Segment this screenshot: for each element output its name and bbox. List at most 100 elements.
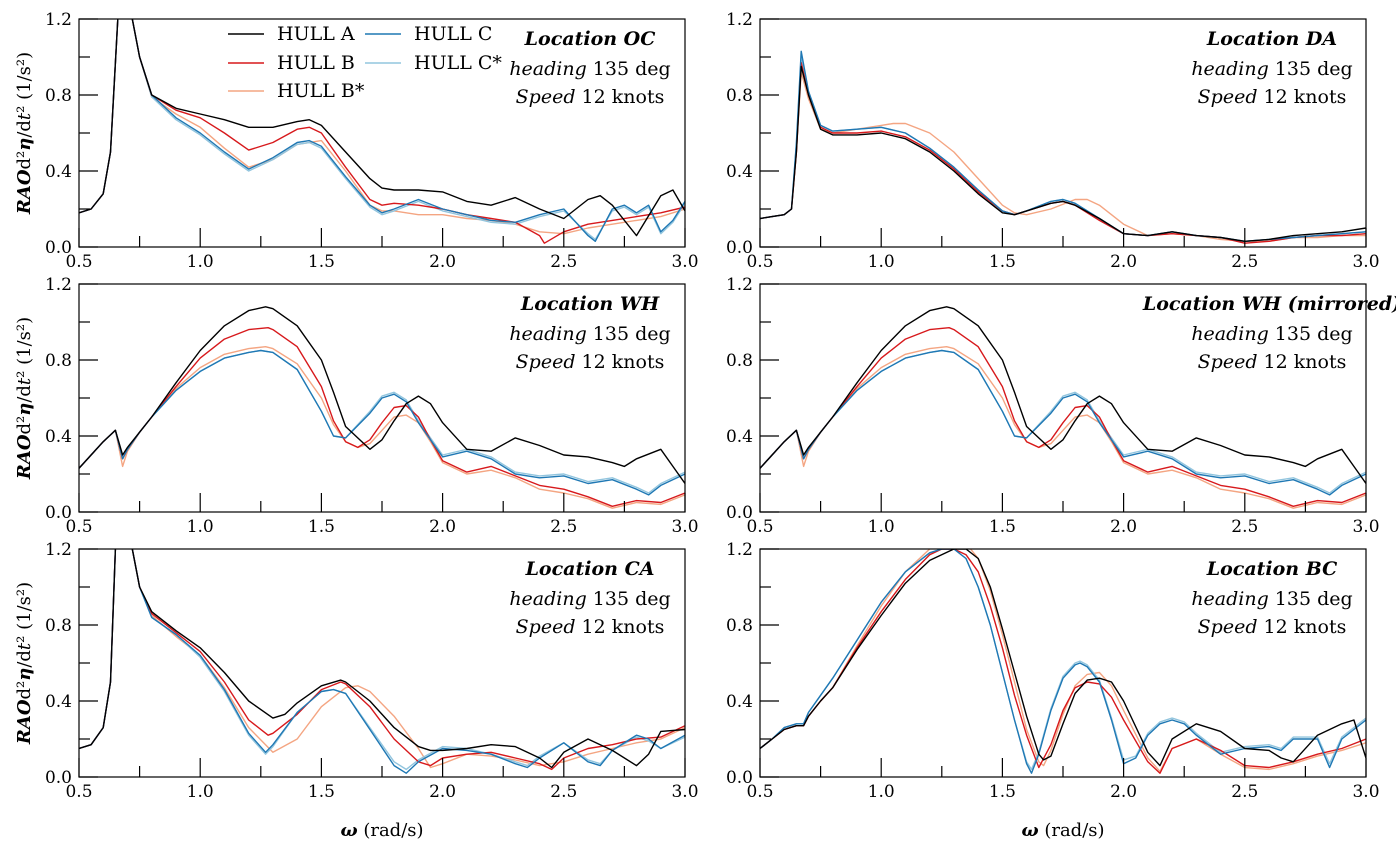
- y-axis-label: RAOd²η/dt² (1/s²): [14, 582, 35, 745]
- x-tick-label: 3.0: [1352, 252, 1379, 272]
- x-tick-label: 1.5: [989, 252, 1016, 272]
- series-line-hull-b: [79, 549, 685, 771]
- series-line-hull-a: [79, 19, 685, 237]
- x-tick-label: 1.5: [989, 517, 1016, 537]
- x-tick-label: 3.0: [1352, 782, 1379, 802]
- legend-item: HULL C*: [365, 52, 502, 74]
- panel-6: 0.5 1.0 1.5 2.0 2.5 3.0 0.0 0.4 0.8 1.2 Location B…: [726, 540, 1380, 841]
- x-tick-label: 2.5: [1231, 252, 1258, 272]
- series-group: [79, 19, 685, 244]
- legend: HULL A HULL B HULL B* HULL C HULL C*: [228, 23, 502, 102]
- x-tick-label: 1.5: [308, 252, 335, 272]
- x-tick-label: 2.5: [550, 782, 577, 802]
- x-tick-label: 1.0: [187, 252, 214, 272]
- x-tick-label: 2.0: [429, 782, 456, 802]
- panel-annotation: Speed 12 knots: [1198, 616, 1347, 638]
- y-tick-label: 0.0: [726, 503, 753, 523]
- panel-4: 0.5 1.0 1.5 2.0 2.5 3.0 0.0 0.4 0.8 1.2 Location W…: [726, 275, 1396, 537]
- y-axis-label: RAOd²η/dt² (1/s²): [14, 52, 35, 215]
- panel-title: Location CA: [525, 558, 655, 580]
- y-tick-label: 0.0: [45, 503, 72, 523]
- x-tick-label: 0.5: [65, 517, 92, 537]
- x-tick-label: 1.0: [868, 782, 895, 802]
- series-group: [760, 306, 1366, 509]
- panel-3: 0.5 1.0 1.5 2.0 2.5 3.0 0.0 0.4 0.8 1.2 Location W…: [14, 275, 699, 537]
- x-tick-label: 2.0: [1110, 517, 1137, 537]
- y-tick-label: 0.8: [726, 616, 753, 636]
- x-tick-label: 1.0: [187, 782, 214, 802]
- panel-title: Location BC: [1206, 558, 1338, 580]
- y-tick-label: 0.0: [45, 768, 72, 788]
- y-tick-label: 0.0: [45, 238, 72, 258]
- y-tick-label: 0.4: [45, 427, 72, 447]
- x-tick-label: 3.0: [1352, 517, 1379, 537]
- series-line-hull-b-star: [79, 549, 685, 769]
- y-tick-label: 1.2: [45, 10, 72, 30]
- series-line-hull-c: [79, 549, 685, 774]
- panel-annotation: Speed 12 knots: [516, 351, 665, 373]
- legend-label: HULL C*: [414, 52, 502, 74]
- x-tick-label: 1.5: [989, 782, 1016, 802]
- y-tick-label: 1.2: [726, 275, 753, 295]
- series-line-hull-b: [79, 19, 685, 244]
- legend-item: HULL C: [365, 23, 492, 45]
- x-tick-label: 3.0: [671, 517, 698, 537]
- x-tick-label: 0.5: [746, 782, 773, 802]
- panel-title: Location OC: [524, 28, 656, 50]
- panel-annotation: Speed 12 knots: [516, 616, 665, 638]
- y-tick-label: 1.2: [726, 540, 753, 560]
- series-line-hull-a: [79, 549, 685, 769]
- series-line-hull-a: [760, 65, 1366, 243]
- panel-annotation: heading 135 deg: [1191, 588, 1352, 610]
- x-tick-label: 2.0: [1110, 782, 1137, 802]
- y-tick-label: 1.2: [45, 540, 72, 560]
- panel-annotation: heading 135 deg: [1191, 58, 1352, 80]
- x-axis-label: ω (rad/s): [340, 820, 423, 841]
- y-tick-label: 0.0: [726, 238, 753, 258]
- y-tick-label: 0.8: [726, 86, 753, 106]
- x-tick-label: 2.5: [1231, 517, 1258, 537]
- y-tick-label: 1.2: [726, 10, 753, 30]
- series-line-hull-a: [760, 306, 1366, 484]
- series-line-hull-c: [79, 19, 685, 243]
- series-line-hull-b: [760, 549, 1366, 774]
- panel-2: 0.5 1.0 1.5 2.0 2.5 3.0 0.0 0.4 0.8 1.2 Location D…: [726, 10, 1380, 272]
- y-tick-label: 0.0: [726, 768, 753, 788]
- y-axis-label: RAOd²η/dt² (1/s²): [14, 317, 35, 480]
- panel-title: Location DA: [1206, 28, 1337, 50]
- x-tick-label: 3.0: [671, 252, 698, 272]
- x-tick-label: 1.0: [868, 517, 895, 537]
- x-tick-label: 0.5: [65, 252, 92, 272]
- legend-label: HULL A: [277, 23, 355, 45]
- x-tick-label: 1.0: [868, 252, 895, 272]
- y-tick-label: 1.2: [45, 275, 72, 295]
- y-tick-label: 0.4: [45, 162, 72, 182]
- panel-annotation: Speed 12 knots: [516, 86, 665, 108]
- series-line-hull-a: [760, 549, 1366, 767]
- x-tick-label: 2.5: [550, 517, 577, 537]
- y-tick-label: 0.4: [726, 692, 753, 712]
- x-tick-label: 1.5: [308, 517, 335, 537]
- legend-label: HULL C: [414, 23, 492, 45]
- x-tick-label: 2.5: [1231, 782, 1258, 802]
- plot-frame: [759, 548, 1367, 778]
- x-axis-label: ω (rad/s): [1021, 820, 1104, 841]
- x-tick-label: 1.5: [308, 782, 335, 802]
- y-tick-label: 0.4: [726, 427, 753, 447]
- panel-annotation: heading 135 deg: [509, 58, 670, 80]
- series-line-hull-c-star: [760, 56, 1366, 243]
- series-group: [79, 549, 685, 774]
- x-tick-label: 0.5: [746, 517, 773, 537]
- panel-annotation: heading 135 deg: [509, 323, 670, 345]
- x-tick-label: 2.0: [429, 517, 456, 537]
- series-group: [760, 50, 1366, 244]
- y-tick-label: 0.4: [726, 162, 753, 182]
- series-line-hull-b-star: [79, 19, 685, 235]
- panel-title: Location WH: [520, 293, 660, 315]
- series-group: [79, 306, 685, 509]
- series-line-hull-a: [79, 306, 685, 484]
- panel-annotation: heading 135 deg: [509, 588, 670, 610]
- y-tick-label: 0.4: [45, 692, 72, 712]
- series-group: [760, 549, 1366, 774]
